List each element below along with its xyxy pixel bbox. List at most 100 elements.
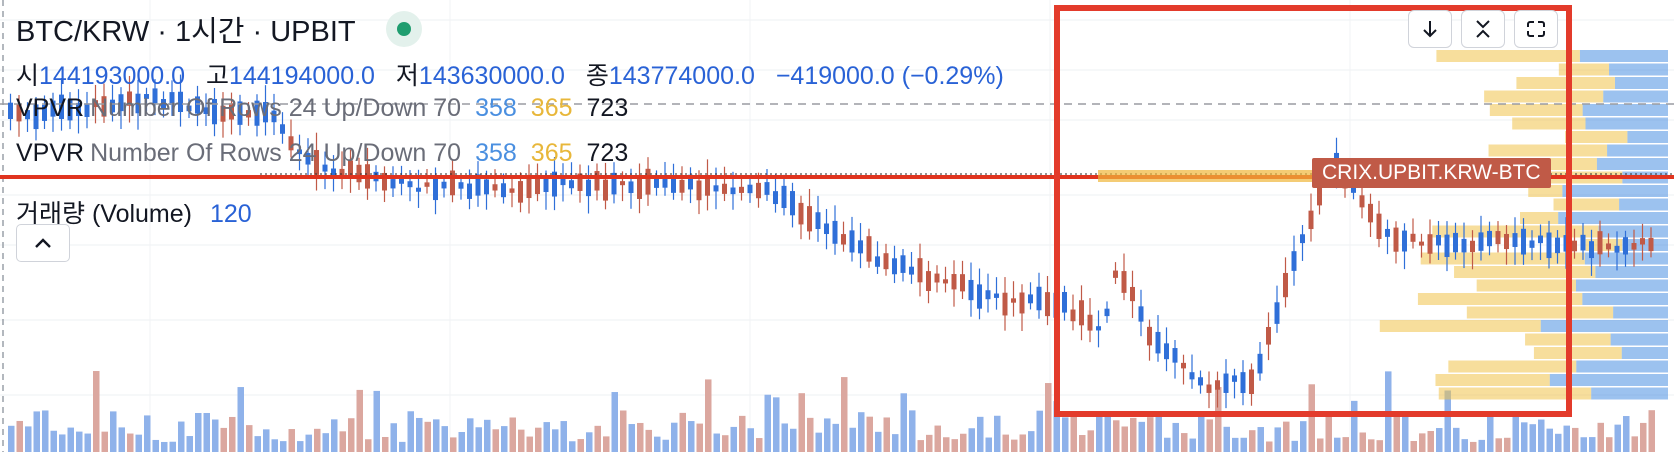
volume-bar [1172, 422, 1179, 452]
candle-body [577, 173, 583, 191]
candle-body [1266, 327, 1271, 345]
volume-bar [1036, 410, 1043, 452]
volume-bar [399, 441, 406, 452]
volume-bar [790, 428, 797, 452]
change-value: −419000.0 (−0.29%) [775, 62, 1004, 90]
profile-up-bar [1562, 185, 1668, 197]
profile-up-bar [1558, 212, 1668, 224]
profile-down-bar [1454, 266, 1596, 278]
volume-bar [1283, 421, 1290, 452]
symbol-price-tag: CRIX.UPBIT.KRW-BTC [1312, 158, 1551, 188]
volume-bar [620, 410, 627, 452]
indicator-legend-2[interactable]: VPVR Number Of Rows 24 Up/Down 70 358 365 72… [16, 139, 628, 168]
volume-bar [467, 418, 474, 452]
candle-body [985, 290, 991, 300]
candle-body [892, 258, 897, 275]
volume-bar [994, 415, 1001, 452]
download-button[interactable] [1408, 10, 1452, 48]
close-label: 종 [585, 62, 609, 90]
volume-bar [1478, 439, 1485, 452]
candle-body [161, 99, 166, 110]
profile-down-bar [1512, 117, 1586, 130]
volume-label: 거래량 (Volume) [16, 200, 192, 228]
volume-bar [237, 387, 244, 452]
candle-body [637, 178, 642, 199]
candle-body [1300, 234, 1305, 244]
candle-body [1283, 272, 1288, 298]
profile-up-bar [1603, 90, 1668, 103]
market-status-icon[interactable] [385, 11, 422, 47]
profile-up-bar [1582, 293, 1668, 305]
volume-bar [1325, 414, 1332, 452]
candle-body [84, 103, 90, 117]
candle-body [1164, 343, 1169, 360]
candle-body [220, 105, 226, 122]
candle-body [501, 183, 506, 198]
volume-bar [1529, 424, 1536, 452]
volume-bar [518, 429, 525, 452]
volume-bar [713, 433, 720, 452]
volume-bar [84, 433, 91, 452]
candle-body [1011, 298, 1016, 303]
profile-up-bar [1621, 347, 1668, 359]
candle-body [322, 164, 328, 172]
indicator-legend-1[interactable]: VPVR Number Of Rows 24 Up/Down 70 358 365 72… [16, 94, 628, 123]
volume-bar [416, 417, 423, 452]
candle-body [348, 160, 353, 177]
volume-bar [441, 426, 448, 452]
volume-bar [1631, 436, 1638, 452]
candle-body [943, 279, 948, 284]
profile-up-bar [1549, 374, 1668, 386]
volume-bar [577, 439, 584, 452]
candle-body [1410, 233, 1416, 242]
profile-up-bar [1575, 279, 1668, 292]
volume-bar [1045, 383, 1052, 452]
profile-up-bar [1609, 63, 1668, 76]
candle-body [407, 181, 413, 188]
volume-bar [127, 433, 134, 452]
candle-body [305, 152, 311, 165]
indicator-down-value: 365 [530, 94, 573, 122]
volume-bar [178, 421, 185, 452]
candle-body [722, 183, 727, 194]
volume-bar [458, 432, 465, 452]
volume-bar [42, 410, 49, 452]
volume-legend[interactable]: 거래량 (Volume) 120 [16, 194, 252, 230]
volume-bar [76, 431, 83, 452]
candle-body [977, 284, 982, 309]
candle-body [59, 94, 64, 119]
volume-bar [186, 436, 193, 452]
indicator-total-value: 723 [586, 139, 629, 167]
profile-down-bar [1436, 50, 1580, 62]
collapse-legend-button[interactable] [16, 224, 70, 262]
volume-bar [1249, 430, 1256, 452]
volume-bar [960, 433, 967, 452]
volume-bar [16, 420, 23, 452]
volume-bar [365, 439, 372, 452]
indicator-name: VPVR [16, 139, 85, 167]
volume-bar [1563, 425, 1570, 452]
candle-body [1240, 372, 1246, 394]
profile-up-bar [1584, 252, 1668, 265]
profile-down-bar [1520, 212, 1559, 224]
candle-body [331, 168, 336, 177]
candle-body [705, 175, 710, 196]
compress-button[interactable] [1461, 10, 1505, 48]
volume-bar [1393, 415, 1400, 452]
fullscreen-button[interactable] [1514, 10, 1558, 48]
volume-bar [246, 425, 253, 452]
profile-down-bar [1585, 239, 1623, 251]
volume-bar [1597, 422, 1604, 452]
volume-bar [110, 411, 117, 452]
profile-up-bar [1596, 158, 1668, 170]
volume-bar [1368, 439, 1375, 452]
indicator-up-value: 358 [475, 94, 517, 122]
candle-body [560, 178, 566, 186]
volume-bar [917, 440, 924, 452]
candle-body [458, 182, 464, 189]
volume-bar [645, 429, 652, 452]
volume-bar [1096, 416, 1103, 452]
volume-bar [229, 416, 236, 452]
volume-bar [424, 421, 431, 452]
